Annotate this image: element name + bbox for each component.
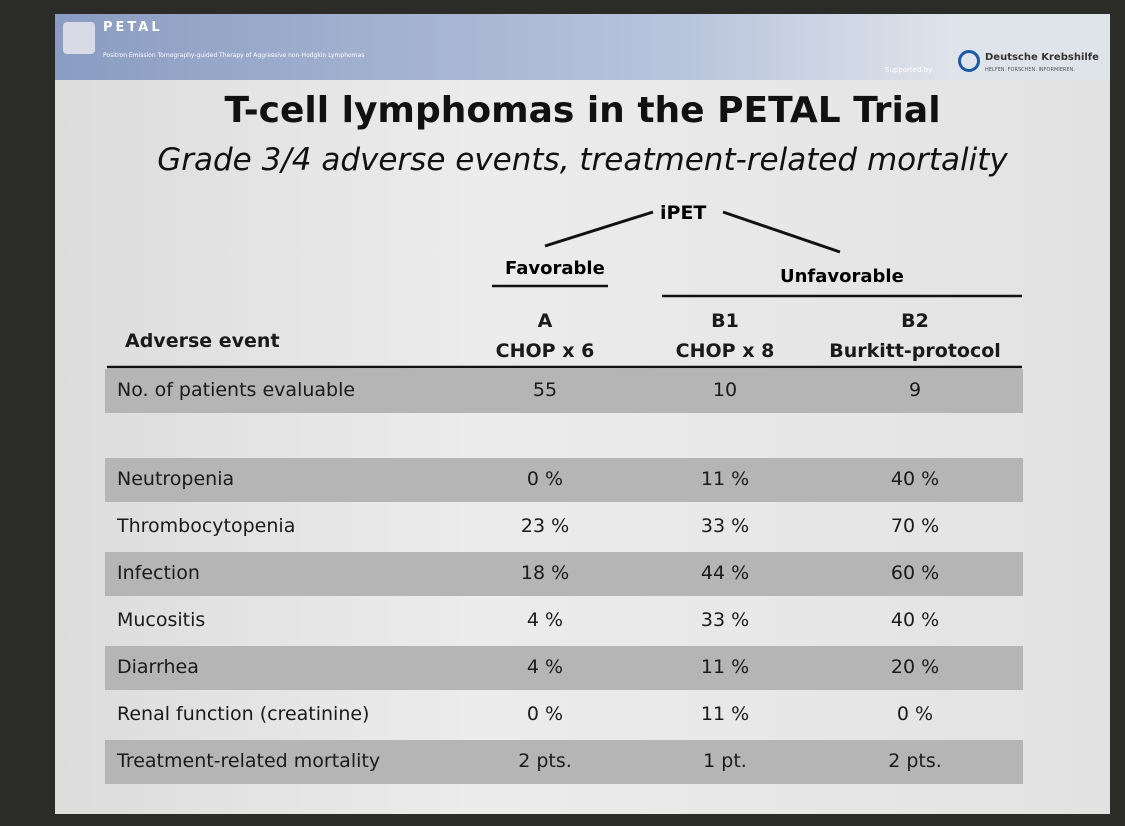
table-cell: 20 % xyxy=(890,656,940,678)
table-cell: Thrombocytopenia xyxy=(117,515,296,537)
table-cell: 0 % xyxy=(896,703,934,725)
logo-icon xyxy=(63,22,95,54)
table-cell: 40 % xyxy=(890,609,940,631)
title: T-cell lymphomas in the PETAL Trial xyxy=(224,90,941,131)
column-header: A xyxy=(537,310,553,332)
column-header: Adverse event xyxy=(125,330,280,352)
logo-text: PETAL xyxy=(103,20,163,35)
table-cell: 33 % xyxy=(700,609,750,631)
row-band xyxy=(105,369,1023,413)
table-cell: Infection xyxy=(117,562,200,584)
patients-cell: No. of patients evaluable xyxy=(117,379,356,401)
branch-line xyxy=(722,210,841,254)
sponsor: Deutsche Krebshilfe xyxy=(985,52,1099,63)
unfavorable-label: Unfavorable xyxy=(780,266,904,287)
header-bar: PETAL Positron Emission Tomography-guide… xyxy=(55,14,1110,80)
column-header: B2 xyxy=(901,310,929,332)
table-cell: Diarrhea xyxy=(117,656,199,678)
table-cell: 11 % xyxy=(700,703,750,725)
table-cell: Mucositis xyxy=(117,609,206,631)
table-cell: 44 % xyxy=(700,562,750,584)
subtitle: Grade 3/4 adverse events, treatment-rela… xyxy=(157,142,1008,178)
header-subtitle: Positron Emission Tomography-guided Ther… xyxy=(103,52,365,59)
column-header: B1 xyxy=(711,310,739,332)
table-cell: 2 pts. xyxy=(888,750,942,772)
table-cell: Neutropenia xyxy=(117,468,235,490)
table-cell: 0 % xyxy=(526,468,564,490)
table-cell: 4 % xyxy=(526,609,564,631)
table-cell: 40 % xyxy=(890,468,940,490)
ipet-label: iPET xyxy=(660,202,707,224)
patients-cell: 9 xyxy=(908,379,922,401)
table-cell: 11 % xyxy=(700,468,750,490)
table-cell: 11 % xyxy=(700,656,750,678)
sponsor-tagline: HELFEN. FORSCHEN. INFORMIEREN. xyxy=(985,67,1075,73)
row-band xyxy=(105,552,1023,596)
column-header: Burkitt-protocol xyxy=(829,340,1001,362)
column-header: CHOP x 6 xyxy=(495,340,595,362)
table-cell: 4 % xyxy=(526,656,564,678)
table-cell: 33 % xyxy=(700,515,750,537)
table-cell: 18 % xyxy=(520,562,570,584)
table-cell: 1 pt. xyxy=(703,750,747,772)
branch-line xyxy=(544,210,654,248)
slide: PETAL Positron Emission Tomography-guide… xyxy=(55,14,1110,814)
table-cell: 60 % xyxy=(890,562,940,584)
row-band xyxy=(105,458,1023,502)
table-cell: 23 % xyxy=(520,515,570,537)
patients-cell: 10 xyxy=(712,379,738,401)
table-cell: 2 pts. xyxy=(518,750,572,772)
patients-cell: 55 xyxy=(532,379,558,401)
supported-by: Supported by xyxy=(885,66,933,74)
column-header: CHOP x 8 xyxy=(675,340,775,362)
table-cell: 70 % xyxy=(890,515,940,537)
row-band xyxy=(105,740,1023,784)
ipet-lines xyxy=(107,210,1022,369)
sponsor-icon xyxy=(958,50,980,72)
table-cell: Renal function (creatinine) xyxy=(117,703,370,725)
favorable-label: Favorable xyxy=(505,258,605,279)
table-cell: 0 % xyxy=(526,703,564,725)
row-band xyxy=(105,646,1023,690)
table-cell: Treatment-related mortality xyxy=(117,750,381,772)
